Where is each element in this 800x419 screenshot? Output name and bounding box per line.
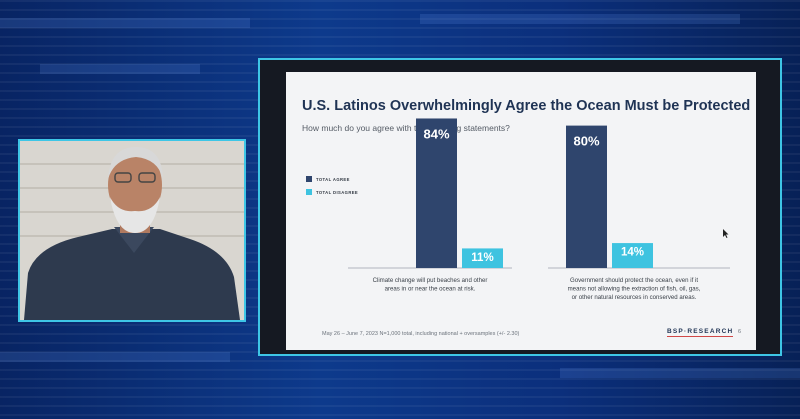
background-stripe: [420, 14, 740, 24]
bar-agree: [566, 125, 607, 268]
speaker-video: [24, 147, 240, 320]
legend-label-disagree: TOTAL DISAGREE: [316, 189, 359, 195]
shared-slide-frame[interactable]: U.S. Latinos Overwhelmingly Agree the Oc…: [258, 58, 782, 356]
background-stripe: [0, 352, 230, 362]
bar-chart: 84% 11% Climate change will put beaches an…: [348, 118, 730, 301]
page-number: 6: [738, 329, 742, 335]
speaker-video-tile[interactable]: [18, 139, 246, 322]
legend-swatch-disagree: [306, 189, 312, 195]
category-label: or other natural resources in conserved …: [572, 294, 697, 301]
category-label: Climate change will put beaches and othe…: [373, 277, 488, 284]
speaker-face: [108, 150, 162, 220]
category-label: means not allowing the extraction of fis…: [568, 286, 701, 293]
bar-value-label: 80%: [573, 134, 599, 149]
background-stripe: [0, 18, 250, 28]
category-label: areas in or near the ocean at risk.: [385, 286, 476, 293]
footer-note: May 26 – June 7, 2023 N=1,000 total, inc…: [322, 331, 520, 337]
cursor-icon: [723, 229, 729, 238]
background-stripe: [40, 64, 200, 74]
legend-item-disagree: TOTAL DISAGREE: [306, 189, 358, 195]
speaker-shirt: [24, 229, 240, 320]
bar-disagree: [612, 243, 653, 268]
category-label: Government should protect the ocean, eve…: [570, 277, 698, 284]
speaker-hair: [108, 147, 163, 179]
bar-agree: [416, 118, 457, 268]
brand-logo: BSP·RESEARCH: [667, 328, 734, 337]
speaker-glasses: [114, 172, 132, 183]
speaker-glasses: [138, 172, 156, 183]
chart-legend: TOTAL AGREE TOTAL DISAGREE: [306, 176, 358, 202]
background-stripe: [560, 368, 800, 378]
legend-swatch-agree: [306, 176, 312, 182]
slide-subtitle: How much do you agree with the following…: [302, 123, 510, 133]
legend-label-agree: TOTAL AGREE: [316, 176, 350, 182]
bar-value-label: 11%: [471, 252, 493, 264]
slide: U.S. Latinos Overwhelmingly Agree the Oc…: [286, 72, 756, 350]
bar-value-label: 14%: [621, 247, 644, 259]
speaker-collar: [114, 227, 154, 253]
legend-item-agree: TOTAL AGREE: [306, 176, 358, 182]
bar-disagree: [462, 248, 503, 268]
speaker-beard: [110, 197, 160, 233]
slide-title: U.S. Latinos Overwhelmingly Agree the Oc…: [302, 98, 751, 114]
bar-value-label: 84%: [423, 126, 449, 141]
